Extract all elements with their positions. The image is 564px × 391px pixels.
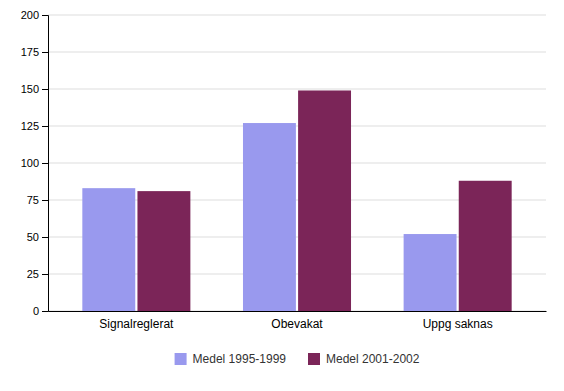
grid: [48, 15, 546, 311]
y-tick-label: 175: [21, 46, 39, 58]
y-axis-line: [42, 16, 49, 312]
legend-item: Medel 1995-1999: [175, 352, 287, 366]
bars: [82, 90, 511, 311]
y-tick: 75: [27, 194, 48, 206]
y-tick-mark: [42, 89, 48, 90]
y-tick-mark: [42, 237, 48, 238]
y-tick-mark: [42, 15, 48, 16]
x-tick-label: Signalreglerat: [99, 317, 174, 331]
x-tick: Uppg saknas: [423, 317, 493, 331]
y-tick: 150: [21, 83, 48, 95]
x-axis: Signalreglerat Obevakat Uppg saknas: [49, 312, 547, 331]
legend-swatch: [308, 353, 320, 365]
x-tick: Signalreglerat: [99, 317, 174, 331]
y-tick: 125: [21, 120, 48, 132]
chart-svg: 0 25 50 75 100 125 150 175 200 Signalreglerat Obev…: [0, 0, 564, 391]
legend-item: Medel 2001-2002: [308, 352, 420, 366]
grid-line: [48, 126, 546, 127]
y-tick-label: 200: [21, 9, 39, 21]
bar: [137, 191, 190, 311]
legend-label: Medel 2001-2002: [326, 352, 420, 366]
grid-line: [48, 52, 546, 53]
y-tick-mark: [42, 163, 48, 164]
y-tick-mark: [42, 200, 48, 201]
bar: [82, 188, 135, 311]
y-tick-mark: [42, 311, 48, 312]
grid-line: [48, 15, 546, 16]
y-tick: 25: [27, 268, 48, 280]
y-tick: 200: [21, 9, 48, 21]
grid-line: [48, 89, 546, 90]
bar: [298, 90, 351, 311]
y-tick-label: 25: [27, 268, 39, 280]
bar: [459, 181, 512, 311]
y-tick-label: 75: [27, 194, 39, 206]
y-tick-label: 100: [21, 157, 39, 169]
y-axis: 0 25 50 75 100 125 150 175 200: [21, 9, 49, 317]
y-tick-mark: [42, 52, 48, 53]
plot: 0 25 50 75 100 125 150 175 200 Signalreglerat Obev…: [21, 9, 547, 331]
x-tick-label: Uppg saknas: [423, 317, 493, 331]
bar: [243, 123, 296, 311]
y-tick-label: 150: [21, 83, 39, 95]
y-tick-mark: [42, 126, 48, 127]
y-tick: 0: [33, 305, 48, 317]
y-tick-label: 0: [33, 305, 39, 317]
x-tick: Obevakat: [271, 317, 323, 331]
y-tick-mark: [42, 274, 48, 275]
grid-line: [48, 163, 546, 164]
bar-series: [137, 90, 511, 311]
y-tick-label: 125: [21, 120, 39, 132]
y-tick: 100: [21, 157, 48, 169]
bar-series: [82, 123, 456, 311]
y-tick-label: 50: [27, 231, 39, 243]
legend-label: Medel 1995-1999: [193, 352, 287, 366]
x-tick-label: Obevakat: [271, 317, 323, 331]
legend-swatch: [175, 353, 187, 365]
x-axis-line: [49, 311, 547, 312]
y-tick: 50: [27, 231, 48, 243]
legend: Medel 1995-1999 Medel 2001-2002: [175, 352, 420, 366]
bar: [404, 234, 457, 311]
y-tick: 175: [21, 46, 48, 58]
